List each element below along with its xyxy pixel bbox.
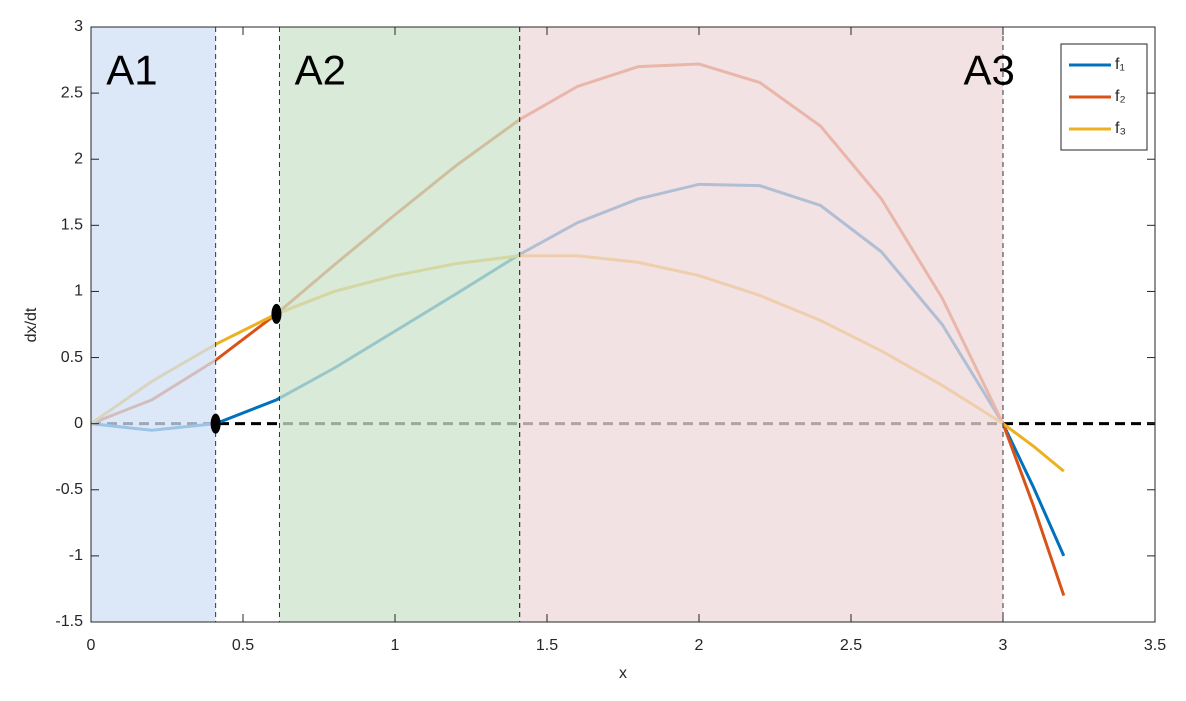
point-marker (210, 413, 221, 434)
x-axis-label: x (619, 665, 627, 682)
x-tick-label: 2.5 (840, 637, 862, 654)
annotation: A3 (963, 46, 1014, 93)
x-tick-label: 2 (695, 637, 704, 654)
y-tick-label: 1 (74, 283, 83, 300)
y-tick-label: 0 (74, 415, 83, 432)
legend-label: f₂ (1115, 88, 1126, 105)
region (91, 27, 216, 622)
y-tick-label: -1.5 (55, 613, 83, 630)
x-tick-label: 3.5 (1144, 637, 1166, 654)
y-tick-label: 3 (74, 18, 83, 35)
plot-frame (90, 26, 1156, 623)
x-tick-label: 1.5 (536, 637, 558, 654)
annotation: A2 (295, 46, 346, 93)
point-marker (271, 303, 282, 324)
y-tick-label: 2 (74, 150, 83, 167)
y-tick-label: -0.5 (55, 481, 83, 498)
y-axis-label: dx/dt (23, 307, 40, 342)
legend-label: f₁ (1115, 56, 1125, 73)
x-tick-label: 1 (391, 637, 400, 654)
x-tick-label: 3 (999, 637, 1008, 654)
legend-label: f₃ (1115, 120, 1126, 137)
y-tick-label: 0.5 (61, 349, 83, 366)
annotation: A1 (106, 46, 157, 93)
x-tick-label: 0.5 (232, 637, 254, 654)
y-tick-label: 1.5 (61, 217, 83, 234)
y-tick-label: -1 (69, 547, 83, 564)
region (519, 27, 1003, 622)
y-tick-label: 2.5 (61, 84, 83, 101)
region (279, 27, 520, 622)
x-tick-label: 0 (87, 637, 96, 654)
